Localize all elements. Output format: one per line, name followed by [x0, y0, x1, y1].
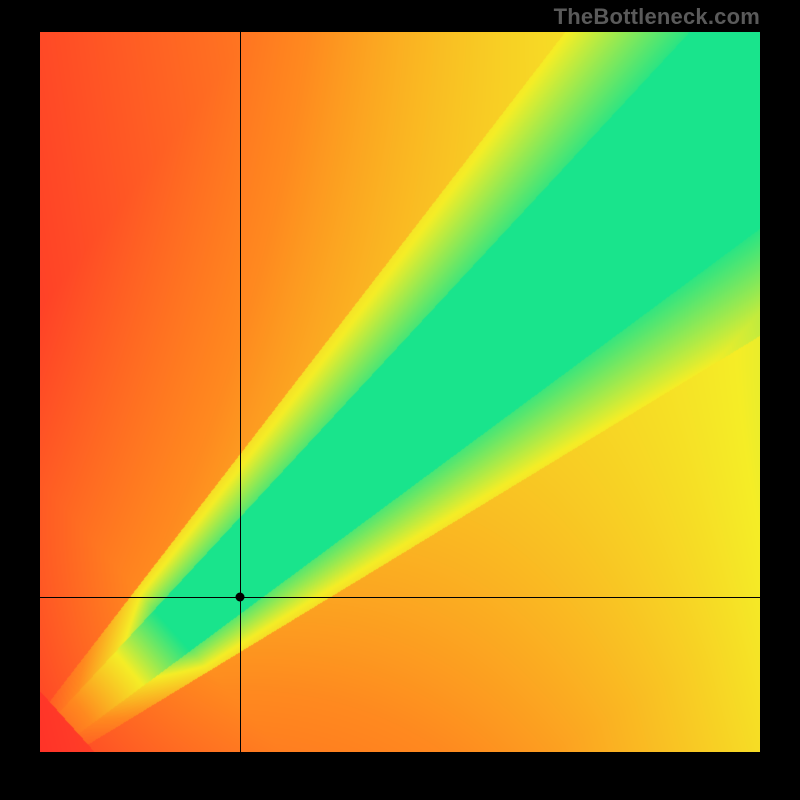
- chart-frame: TheBottleneck.com: [0, 0, 800, 800]
- heatmap-canvas: [40, 32, 760, 752]
- watermark-text: TheBottleneck.com: [554, 4, 760, 30]
- plot-area: [40, 32, 760, 752]
